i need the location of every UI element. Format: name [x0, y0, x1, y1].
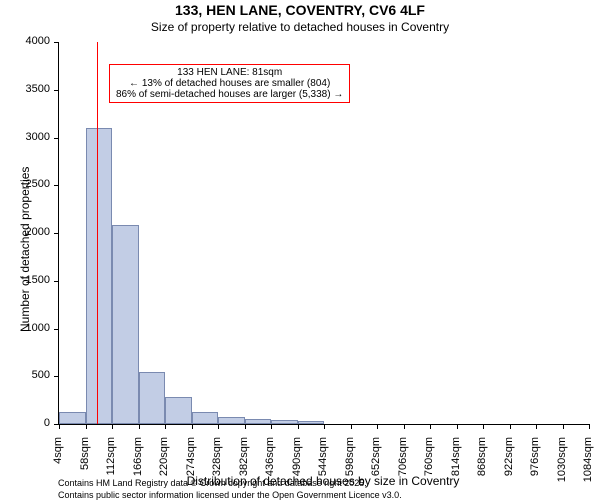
x-tick-label: 1030sqm	[556, 437, 568, 487]
x-tick-mark	[59, 424, 60, 429]
x-tick-label: 814sqm	[450, 437, 462, 487]
x-tick-label: 382sqm	[238, 437, 250, 487]
y-tick-mark	[54, 376, 59, 377]
y-tick-label: 3000	[10, 131, 50, 143]
x-tick-label: 490sqm	[291, 437, 303, 487]
x-tick-mark	[536, 424, 537, 429]
x-tick-mark	[218, 424, 219, 429]
histogram-bar	[165, 397, 192, 424]
x-tick-label: 868sqm	[476, 437, 488, 487]
x-tick-mark	[112, 424, 113, 429]
x-tick-mark	[192, 424, 193, 429]
x-tick-mark	[298, 424, 299, 429]
y-tick-mark	[54, 233, 59, 234]
footer-line-2: Contains public sector information licen…	[58, 490, 402, 500]
x-tick-mark	[245, 424, 246, 429]
histogram-bar	[218, 417, 245, 424]
x-tick-label: 976sqm	[529, 437, 541, 487]
y-tick-mark	[54, 329, 59, 330]
x-tick-mark	[377, 424, 378, 429]
y-tick-label: 2000	[10, 226, 50, 238]
x-tick-mark	[404, 424, 405, 429]
x-tick-label: 922sqm	[503, 437, 515, 487]
x-tick-label: 544sqm	[317, 437, 329, 487]
x-tick-label: 1084sqm	[582, 437, 594, 487]
histogram-bar	[59, 412, 86, 424]
y-tick-label: 2500	[10, 178, 50, 190]
x-tick-mark	[165, 424, 166, 429]
x-tick-label: 112sqm	[105, 437, 117, 487]
x-tick-label: 166sqm	[132, 437, 144, 487]
x-tick-label: 328sqm	[211, 437, 223, 487]
histogram-bar	[139, 372, 166, 424]
x-tick-mark	[86, 424, 87, 429]
y-tick-label: 3500	[10, 83, 50, 95]
x-tick-mark	[563, 424, 564, 429]
x-tick-mark	[589, 424, 590, 429]
histogram-bar	[86, 128, 113, 424]
annot-line: 133 HEN LANE: 81sqm	[116, 67, 343, 78]
histogram-bar	[271, 420, 298, 424]
y-tick-mark	[54, 42, 59, 43]
x-tick-label: 760sqm	[423, 437, 435, 487]
y-tick-mark	[54, 185, 59, 186]
histogram-bar	[112, 225, 139, 424]
y-tick-label: 1500	[10, 274, 50, 286]
x-tick-mark	[139, 424, 140, 429]
y-tick-mark	[54, 138, 59, 139]
y-tick-label: 0	[10, 417, 50, 429]
chart-title: 133, HEN LANE, COVENTRY, CV6 4LF	[0, 2, 600, 18]
x-tick-label: 4sqm	[52, 437, 64, 487]
chart-subtitle: Size of property relative to detached ho…	[0, 20, 600, 34]
annotation-box: 133 HEN LANE: 81sqm← 13% of detached hou…	[109, 64, 350, 103]
plot-area: 133 HEN LANE: 81sqm← 13% of detached hou…	[58, 42, 589, 425]
histogram-bar	[192, 412, 219, 424]
x-tick-mark	[324, 424, 325, 429]
x-tick-mark	[483, 424, 484, 429]
x-tick-label: 598sqm	[344, 437, 356, 487]
x-tick-label: 652sqm	[370, 437, 382, 487]
x-tick-label: 706sqm	[397, 437, 409, 487]
histogram-bar	[298, 421, 325, 424]
x-tick-mark	[510, 424, 511, 429]
x-tick-mark	[430, 424, 431, 429]
x-tick-label: 220sqm	[158, 437, 170, 487]
y-tick-mark	[54, 281, 59, 282]
y-tick-label: 500	[10, 369, 50, 381]
y-tick-label: 4000	[10, 35, 50, 47]
annot-line: 86% of semi-detached houses are larger (…	[116, 89, 343, 100]
y-tick-mark	[54, 90, 59, 91]
chart-container: 133, HEN LANE, COVENTRY, CV6 4LF Size of…	[0, 0, 600, 500]
y-tick-label: 1000	[10, 322, 50, 334]
x-tick-mark	[351, 424, 352, 429]
marker-line	[97, 42, 98, 424]
histogram-bar	[245, 419, 272, 424]
x-tick-label: 58sqm	[79, 437, 91, 487]
x-tick-label: 436sqm	[264, 437, 276, 487]
x-tick-mark	[457, 424, 458, 429]
x-tick-label: 274sqm	[185, 437, 197, 487]
x-tick-mark	[271, 424, 272, 429]
annot-line: ← 13% of detached houses are smaller (80…	[116, 78, 343, 89]
